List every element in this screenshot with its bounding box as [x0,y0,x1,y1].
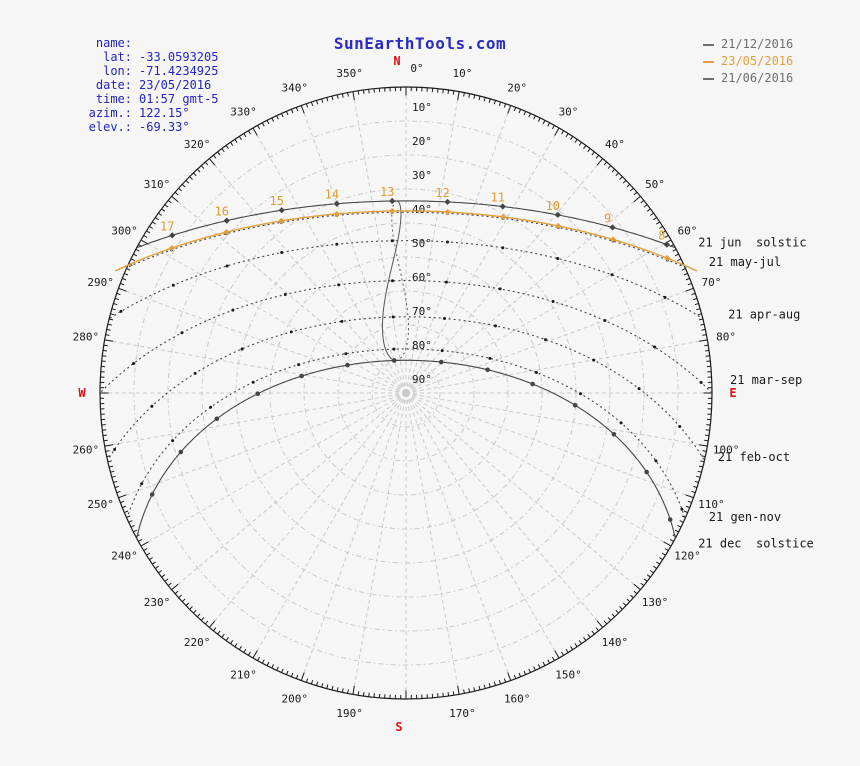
svg-text:20°: 20° [507,82,527,95]
date-curve-label-4: 21 feb-oct [718,450,790,464]
svg-text:250°: 250° [87,498,114,511]
date-curve-label-5: 21 gen-nov [709,510,781,524]
svg-text:120°: 120° [674,550,701,563]
svg-text:40°: 40° [605,138,625,151]
date-curve-0: 21 jun solstic [136,197,807,249]
svg-text:330°: 330° [230,106,257,119]
info-row-name: name: [95,36,132,50]
svg-text:240°: 240° [111,550,138,563]
svg-text:350°: 350° [336,67,363,80]
svg-text:80°: 80° [412,339,432,352]
svg-text:50°: 50° [412,237,432,250]
elevation-labels: 10° 20° 30° 40° 50° 60° 70° 80° 90° [412,101,432,386]
svg-text:70°: 70° [412,305,432,318]
selected-date-curve [114,207,698,272]
date-curve-label-0: 21 jun solstic [698,235,806,249]
svg-text:160°: 160° [504,692,531,705]
svg-text:200°: 200° [282,692,309,705]
svg-text:70°: 70° [701,276,721,289]
legend-item-dec-solstice: 21/12/2016 [703,36,793,53]
svg-text:13: 13 [380,185,394,199]
svg-text:150°: 150° [555,669,582,682]
legend-dash-icon [703,43,714,46]
azimuth-labels: 0° 10° 20° 30° 40° 50° 60° 70° 80° 100° 110° 120° 13… [73,62,740,720]
date-legend: 21/12/2016 23/05/2016 21/06/2016 [703,36,793,87]
svg-text:14: 14 [325,188,339,202]
svg-text:140°: 140° [602,636,629,649]
svg-text:310°: 310° [144,178,171,191]
svg-text:280°: 280° [73,331,100,344]
svg-text:290°: 290° [87,276,114,289]
svg-text:170°: 170° [449,707,476,720]
svg-text:80°: 80° [716,331,736,344]
svg-text:260°: 260° [73,443,100,456]
svg-text:40°: 40° [412,203,432,216]
cardinal-north-label: N [393,54,400,68]
svg-text:30°: 30° [559,106,579,119]
svg-text:12: 12 [435,186,449,200]
svg-text:60°: 60° [678,225,698,238]
cardinal-east-label: E [729,386,736,400]
info-row-elevation: elev.: -69.33° [88,120,190,134]
svg-text:30°: 30° [412,169,432,182]
date-curve-label-3: 21 mar-sep [730,373,802,387]
svg-text:220°: 220° [184,636,211,649]
info-row-lon: lon: -71.4234925 [103,64,219,78]
cardinal-west-label: W [78,386,86,400]
date-curve-label-6: 21 dec solstice [698,537,814,551]
svg-text:110°: 110° [698,498,725,511]
svg-text:130°: 130° [642,596,669,609]
svg-text:60°: 60° [412,271,432,284]
svg-text:17: 17 [160,219,174,233]
svg-text:50°: 50° [645,178,665,191]
site-title-link[interactable]: SunEarthTools.com [333,34,507,53]
svg-text:90°: 90° [412,373,432,386]
svg-text:9: 9 [604,211,611,225]
legend-item-jun-solstice: 21/06/2016 [703,70,793,87]
svg-text:100°: 100° [713,443,740,456]
svg-text:320°: 320° [184,138,211,151]
svg-text:16: 16 [215,205,229,219]
svg-text:20°: 20° [412,135,432,148]
svg-text:10: 10 [546,199,560,213]
cardinal-labels: N E S W [78,54,736,734]
location-info-panel: name: lat: -33.0593205 lon: -71.4234925 da… [70,36,219,134]
svg-text:340°: 340° [282,82,309,95]
info-row-date: date: 23/05/2016 [95,78,212,92]
date-curve-label-1: 21 may-jul [709,255,781,269]
cardinal-south-label: S [395,720,402,734]
svg-text:10°: 10° [452,67,472,80]
legend-dash-icon [703,60,714,63]
info-row-lat: lat: -33.0593205 [103,50,219,64]
date-curve-6: 21 dec solstice [136,358,814,551]
date-curve-5: 21 gen-nov [126,347,781,524]
date-curve-4: 21 feb-oct [107,315,790,464]
date-curves: 21 jun solstic 21 may-jul 21 apr-aug 21 mar… [99,197,814,551]
date-curve-label-2: 21 apr-aug [728,307,800,321]
svg-text:190°: 190° [336,707,363,720]
svg-text:0°: 0° [410,62,423,75]
legend-dash-icon [703,77,714,80]
svg-text:15: 15 [269,194,283,208]
svg-text:11: 11 [490,191,504,205]
svg-text:210°: 210° [230,669,257,682]
azimuth-radials-grid [100,87,712,699]
info-row-azimuth: azim.: 122.15° [88,106,190,120]
svg-text:8: 8 [658,229,665,243]
info-row-time: time: 01:57 gmt-5 [95,92,219,106]
svg-text:230°: 230° [144,596,171,609]
hour-labels: 8 9 10 11 12 13 14 15 16 17 [160,185,666,243]
date-curve-3: 21 mar-sep [99,279,802,394]
legend-item-selected-date: 23/05/2016 [703,53,793,70]
svg-text:300°: 300° [111,225,138,238]
azimuth-tick-marks [100,87,712,699]
svg-text:10°: 10° [412,101,432,114]
date-curve-2: 21 apr-aug [107,239,800,321]
